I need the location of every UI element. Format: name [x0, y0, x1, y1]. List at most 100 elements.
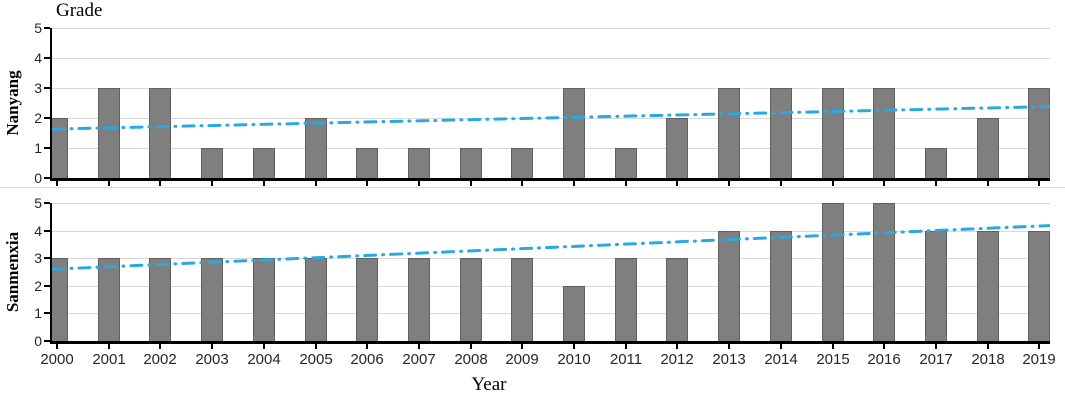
xtick-label-2007: 2007 [402, 351, 436, 368]
ytick-mark-nanyang-4 [44, 57, 50, 59]
bar-sanmenxia-2007 [408, 258, 430, 341]
xtick-mark-sanmenxia-2009 [521, 344, 523, 349]
bar-nanyang-2007 [408, 148, 430, 178]
ytick-mark-sanmenxia-0 [44, 340, 50, 342]
bar-sanmenxia-2012 [666, 258, 688, 341]
xtick-label-2009: 2009 [505, 351, 539, 368]
xtick-mark-sanmenxia-2017 [935, 344, 937, 349]
xtick-mark-nanyang-2012 [676, 181, 678, 186]
bar-sanmenxia-2000 [52, 258, 68, 341]
xtick-mark-nanyang-2016 [883, 181, 885, 186]
ytick-label-nanyang-0: 0 [34, 170, 42, 186]
ytick-label-sanmenxia-3: 3 [34, 250, 42, 266]
ytick-mark-sanmenxia-1 [44, 312, 50, 314]
xtick-mark-sanmenxia-2011 [625, 344, 627, 349]
bar-sanmenxia-2006 [356, 258, 378, 341]
bar-nanyang-2013 [718, 88, 740, 178]
ytick-mark-nanyang-2 [44, 117, 50, 119]
bar-nanyang-2018 [977, 118, 999, 178]
bar-sanmenxia-2010 [563, 286, 585, 341]
bar-sanmenxia-2011 [615, 258, 637, 341]
bar-nanyang-2008 [460, 148, 482, 178]
xtick-label-2000: 2000 [40, 351, 74, 368]
trend-line-nanyang [52, 105, 1050, 131]
xtick-mark-sanmenxia-2000 [56, 344, 58, 349]
bar-nanyang-2001 [98, 88, 120, 178]
gridline-1 [52, 313, 1050, 314]
ytick-mark-nanyang-5 [44, 27, 50, 29]
xtick-mark-nanyang-2008 [470, 181, 472, 186]
bar-sanmenxia-2003 [201, 258, 223, 341]
bar-sanmenxia-2009 [511, 258, 533, 341]
xtick-label-2006: 2006 [350, 351, 384, 368]
ytick-label-nanyang-1: 1 [34, 140, 42, 156]
ytick-label-sanmenxia-1: 1 [34, 305, 42, 321]
xtick-mark-nanyang-2015 [832, 181, 834, 186]
xtick-label-2013: 2013 [712, 351, 746, 368]
bar-nanyang-2010 [563, 88, 585, 178]
ytick-mark-sanmenxia-4 [44, 230, 50, 232]
xtick-label-2010: 2010 [557, 351, 591, 368]
bar-nanyang-2017 [925, 148, 947, 178]
ytick-label-nanyang-5: 5 [34, 20, 42, 36]
xtick-mark-nanyang-2002 [159, 181, 161, 186]
xtick-mark-sanmenxia-2004 [263, 344, 265, 349]
xtick-mark-nanyang-2007 [418, 181, 420, 186]
bar-nanyang-2009 [511, 148, 533, 178]
bar-nanyang-2002 [149, 88, 171, 178]
xtick-mark-sanmenxia-2005 [315, 344, 317, 349]
xtick-mark-nanyang-2017 [935, 181, 937, 186]
bar-nanyang-2014 [770, 88, 792, 178]
xtick-mark-sanmenxia-2007 [418, 344, 420, 349]
xtick-mark-sanmenxia-2003 [211, 344, 213, 349]
ytick-label-sanmenxia-4: 4 [34, 223, 42, 239]
bar-nanyang-2012 [666, 118, 688, 178]
xtick-mark-sanmenxia-2013 [728, 344, 730, 349]
ytick-mark-sanmenxia-2 [44, 285, 50, 287]
xtick-mark-nanyang-2009 [521, 181, 523, 186]
panel-separator [0, 187, 1065, 188]
gridline-1 [52, 148, 1050, 149]
chart-title: Grade [56, 0, 103, 21]
ytick-mark-nanyang-1 [44, 147, 50, 149]
xtick-mark-nanyang-2006 [366, 181, 368, 186]
ytick-label-sanmenxia-5: 5 [34, 195, 42, 211]
xtick-mark-nanyang-2000 [56, 181, 58, 186]
ytick-label-sanmenxia-2: 2 [34, 278, 42, 294]
xtick-label-2004: 2004 [247, 351, 281, 368]
xtick-label-2008: 2008 [454, 351, 488, 368]
xtick-mark-nanyang-2010 [573, 181, 575, 186]
xtick-mark-sanmenxia-2014 [780, 344, 782, 349]
xtick-mark-sanmenxia-2008 [470, 344, 472, 349]
ytick-label-nanyang-4: 4 [34, 50, 42, 66]
xtick-mark-nanyang-2014 [780, 181, 782, 186]
bar-sanmenxia-2013 [718, 231, 740, 341]
xtick-mark-sanmenxia-2006 [366, 344, 368, 349]
xtick-mark-sanmenxia-2012 [676, 344, 678, 349]
bar-sanmenxia-2018 [977, 231, 999, 341]
xtick-mark-sanmenxia-2019 [1038, 344, 1040, 349]
gridline-3 [52, 258, 1050, 259]
gridline-2 [52, 286, 1050, 287]
bar-nanyang-2005 [305, 118, 327, 178]
bar-nanyang-2011 [615, 148, 637, 178]
xtick-mark-sanmenxia-2001 [108, 344, 110, 349]
bar-sanmenxia-2015 [822, 203, 844, 341]
gridline-3 [52, 88, 1050, 89]
ytick-mark-nanyang-0 [44, 177, 50, 179]
gridline-5 [52, 28, 1050, 29]
xtick-mark-nanyang-2019 [1038, 181, 1040, 186]
gridline-4 [52, 231, 1050, 232]
ytick-label-nanyang-2: 2 [34, 110, 42, 126]
xtick-label-2005: 2005 [299, 351, 333, 368]
ytick-mark-sanmenxia-5 [44, 202, 50, 204]
xtick-label-2002: 2002 [143, 351, 177, 368]
xtick-label-2018: 2018 [971, 351, 1005, 368]
ytick-label-sanmenxia-0: 0 [34, 333, 42, 349]
trend-line-sanmenxia [52, 224, 1050, 271]
gridline-5 [52, 203, 1050, 204]
bar-nanyang-2006 [356, 148, 378, 178]
bar-sanmenxia-2008 [460, 258, 482, 341]
bar-nanyang-2004 [253, 148, 275, 178]
xtick-mark-sanmenxia-2002 [159, 344, 161, 349]
